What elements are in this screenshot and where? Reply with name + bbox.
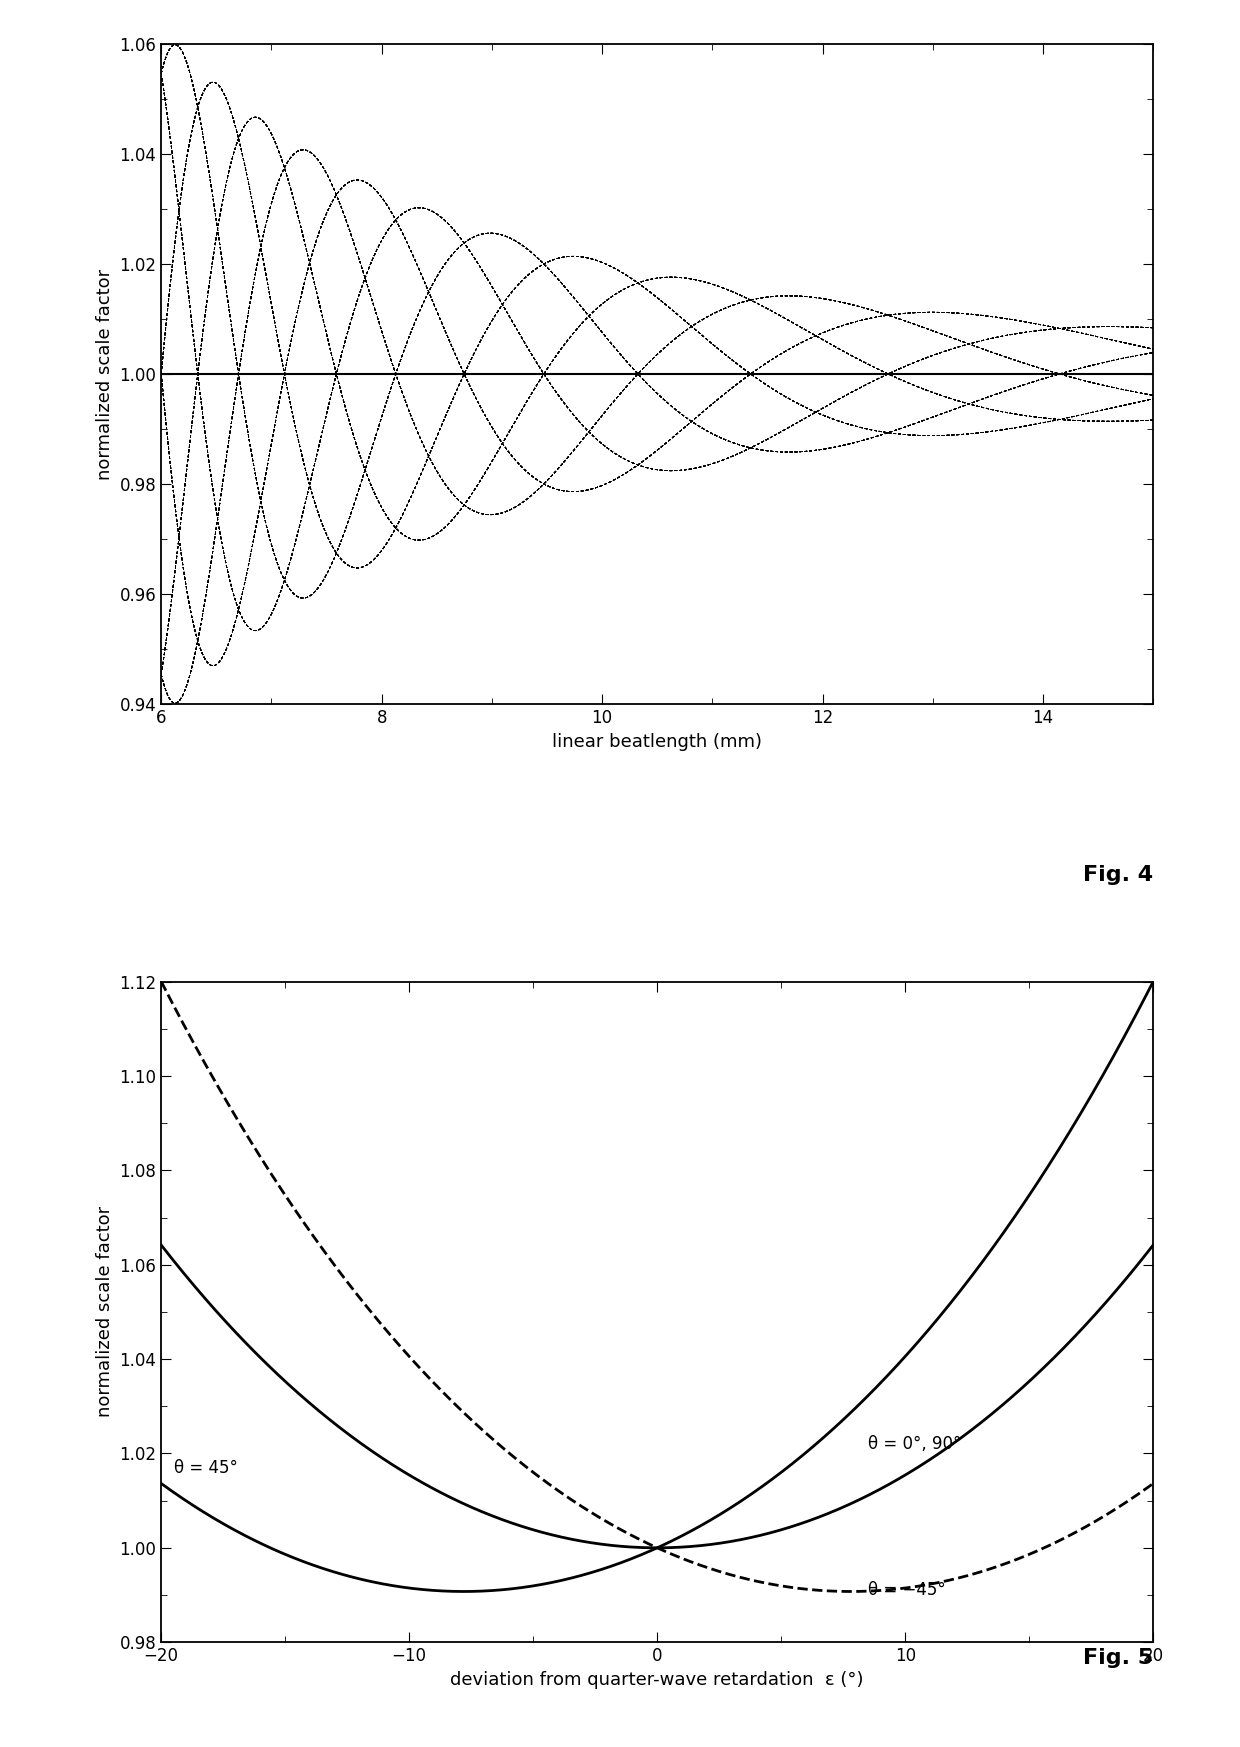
Text: Fig. 4: Fig. 4 <box>1083 865 1153 884</box>
Text: Fig. 5: Fig. 5 <box>1083 1649 1153 1668</box>
X-axis label: deviation from quarter-wave retardation  ε (°): deviation from quarter-wave retardation … <box>450 1670 864 1689</box>
Y-axis label: normalized scale factor: normalized scale factor <box>95 1207 114 1417</box>
Text: θ = −45°: θ = −45° <box>868 1581 946 1599</box>
Text: θ = 0°, 90°: θ = 0°, 90° <box>868 1434 961 1454</box>
X-axis label: linear beatlength (mm): linear beatlength (mm) <box>552 732 763 751</box>
Y-axis label: normalized scale factor: normalized scale factor <box>95 269 114 479</box>
Text: θ = 45°: θ = 45° <box>174 1459 238 1476</box>
